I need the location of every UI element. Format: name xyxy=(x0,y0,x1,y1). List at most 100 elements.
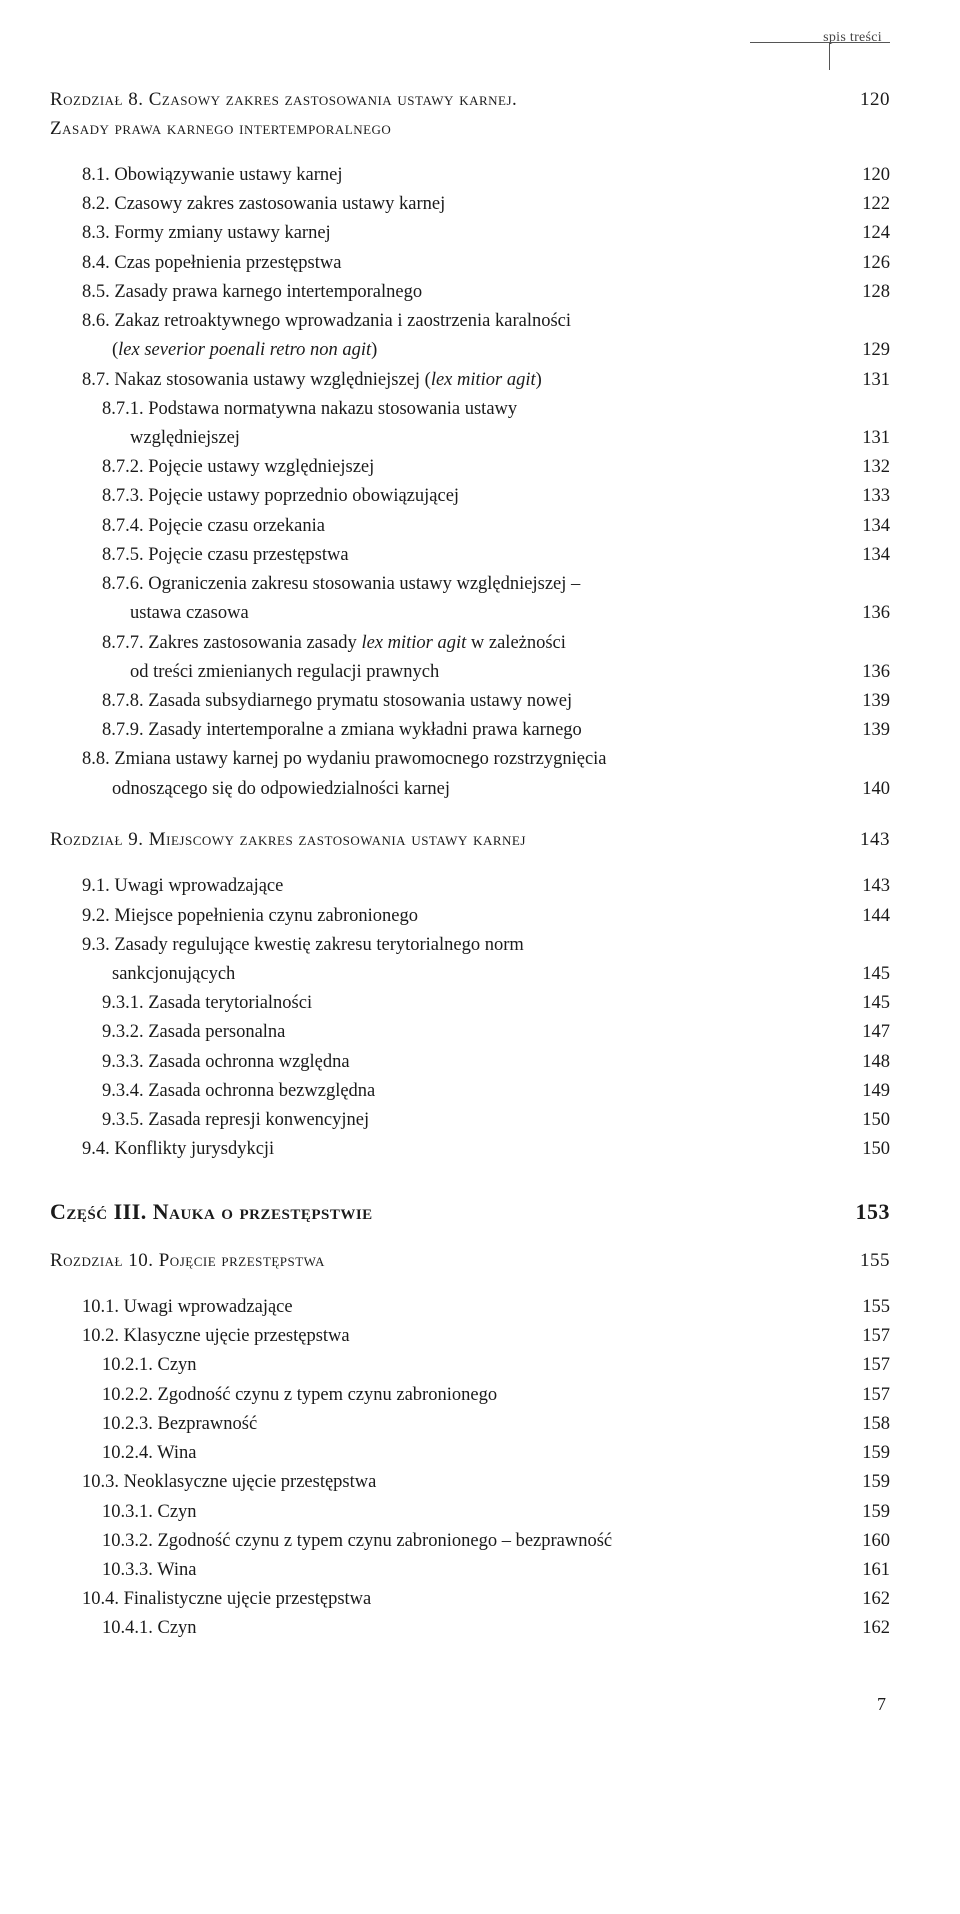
toc-page-number: 122 xyxy=(850,190,890,219)
running-head: spis treści xyxy=(50,30,890,46)
toc-page-number: 143 xyxy=(850,872,890,901)
toc-label: odnoszącego się do odpowiedzialności kar… xyxy=(50,775,850,804)
toc-row: 10.3. Neoklasyczne ujęcie przestępstwa15… xyxy=(50,1468,890,1497)
toc-page-number: 149 xyxy=(850,1077,890,1106)
toc-page-number: 147 xyxy=(850,1018,890,1047)
chapter-8-title-line1: Rozdział 8. Czasowy zakres zastosowania … xyxy=(50,89,517,110)
toc-row: 8.3. Formy zmiany ustawy karnej124 xyxy=(50,219,890,248)
toc-row: 10.2.3. Bezprawność158 xyxy=(50,1410,890,1439)
toc-row: 8.7.9. Zasady intertemporalne a zmiana w… xyxy=(50,716,890,745)
toc-label: 9.4. Konflikty jurysdykcji xyxy=(50,1135,850,1164)
toc-row: 9.3.3. Zasada ochronna względna148 xyxy=(50,1048,890,1077)
toc-row: 8.7.5. Pojęcie czasu przestępstwa134 xyxy=(50,541,890,570)
chapter-9-rows: 9.1. Uwagi wprowadzające1439.2. Miejsce … xyxy=(50,872,890,1164)
toc-label: 8.1. Obowiązywanie ustawy karnej xyxy=(50,161,850,190)
page-number: 7 xyxy=(50,1694,890,1715)
toc-row: sankcjonujących145 xyxy=(50,960,890,989)
toc-page-number: 144 xyxy=(850,902,890,931)
toc-row: 8.7.3. Pojęcie ustawy poprzednio obowiąz… xyxy=(50,482,890,511)
toc-page-number: 139 xyxy=(850,687,890,716)
chapter-10-title: Rozdział 10. Pojęcie przestępstwa 155 xyxy=(50,1247,890,1276)
chapter-8-title-line2: Zasady prawa karnego intertemporalnego xyxy=(50,118,391,139)
toc-label: 10.2. Klasyczne ujęcie przestępstwa xyxy=(50,1322,850,1351)
toc-page-number: 120 xyxy=(850,161,890,190)
toc-label: 10.3.3. Wina xyxy=(50,1556,850,1585)
chapter-10-rows: 10.1. Uwagi wprowadzające15510.2. Klasyc… xyxy=(50,1293,890,1644)
toc-label: 9.3. Zasady regulujące kwestię zakresu t… xyxy=(50,931,850,960)
toc-label: 8.3. Formy zmiany ustawy karnej xyxy=(50,219,850,248)
chapter-8-rows: 8.1. Obowiązywanie ustawy karnej1208.2. … xyxy=(50,161,890,804)
toc-page-number: 157 xyxy=(850,1322,890,1351)
toc-row: 10.1. Uwagi wprowadzające155 xyxy=(50,1293,890,1322)
toc-page-number: 162 xyxy=(850,1614,890,1643)
toc-page: spis treści Rozdział 8. Czasowy zakres z… xyxy=(0,0,960,1755)
toc-label: 10.3.2. Zgodność czynu z typem czynu zab… xyxy=(50,1527,850,1556)
toc-row: 10.2.1. Czyn157 xyxy=(50,1351,890,1380)
toc-page-number: 136 xyxy=(850,599,890,628)
toc-row: 10.4. Finalistyczne ujęcie przestępstwa1… xyxy=(50,1585,890,1614)
toc-page-number: 145 xyxy=(850,989,890,1018)
toc-row: 8.2. Czasowy zakres zastosowania ustawy … xyxy=(50,190,890,219)
toc-label: względniejszej xyxy=(50,424,850,453)
toc-row: 8.4. Czas popełnienia przestępstwa126 xyxy=(50,249,890,278)
toc-label: 8.7. Nakaz stosowania ustawy względniejs… xyxy=(50,366,850,395)
toc-page-number: 150 xyxy=(850,1106,890,1135)
toc-row: 9.3.5. Zasada represji konwencyjnej150 xyxy=(50,1106,890,1135)
toc-page-number: 131 xyxy=(850,366,890,395)
toc-row: 10.4.1. Czyn162 xyxy=(50,1614,890,1643)
toc-row: 10.3.1. Czyn159 xyxy=(50,1498,890,1527)
toc-label: 10.2.2. Zgodność czynu z typem czynu zab… xyxy=(50,1381,850,1410)
toc-label: 8.4. Czas popełnienia przestępstwa xyxy=(50,249,850,278)
toc-label: 8.7.6. Ograniczenia zakresu stosowania u… xyxy=(50,570,850,599)
toc-page-number: 133 xyxy=(850,482,890,511)
toc-label: 9.3.2. Zasada personalna xyxy=(50,1018,850,1047)
toc-row: 8.7. Nakaz stosowania ustawy względniejs… xyxy=(50,366,890,395)
chapter-9-page: 143 xyxy=(860,829,890,851)
toc-page-number: 150 xyxy=(850,1135,890,1164)
chapter-9-title-text: Rozdział 9. Miejscowy zakres zastosowani… xyxy=(50,826,860,855)
toc-label: 8.7.1. Podstawa normatywna nakazu stosow… xyxy=(50,395,850,424)
toc-label: 9.2. Miejsce popełnienia czynu zabronion… xyxy=(50,902,850,931)
toc-row: 8.6. Zakaz retroaktywnego wprowadzania i… xyxy=(50,307,890,336)
toc-page-number: 157 xyxy=(850,1351,890,1380)
toc-label: 8.8. Zmiana ustawy karnej po wydaniu pra… xyxy=(50,745,850,774)
toc-label: 8.7.3. Pojęcie ustawy poprzednio obowiąz… xyxy=(50,482,850,511)
toc-page-number: 132 xyxy=(850,453,890,482)
toc-label: 8.7.7. Zakres zastosowania zasady lex mi… xyxy=(50,629,850,658)
chapter-10-title-text: Rozdział 10. Pojęcie przestępstwa xyxy=(50,1247,860,1276)
toc-label: 10.2.3. Bezprawność xyxy=(50,1410,850,1439)
toc-row: 9.3.2. Zasada personalna147 xyxy=(50,1018,890,1047)
toc-row: 8.8. Zmiana ustawy karnej po wydaniu pra… xyxy=(50,745,890,774)
toc-row: 10.3.3. Wina161 xyxy=(50,1556,890,1585)
toc-page-number: 145 xyxy=(850,960,890,989)
toc-label: 8.7.5. Pojęcie czasu przestępstwa xyxy=(50,541,850,570)
toc-page-number: 131 xyxy=(850,424,890,453)
toc-page-number: 159 xyxy=(850,1439,890,1468)
toc-page-number: 134 xyxy=(850,541,890,570)
toc-page-number: 136 xyxy=(850,658,890,687)
toc-row: (lex severior poenali retro non agit)129 xyxy=(50,336,890,365)
toc-label: sankcjonujących xyxy=(50,960,850,989)
toc-label: 9.3.3. Zasada ochronna względna xyxy=(50,1048,850,1077)
toc-row: 10.3.2. Zgodność czynu z typem czynu zab… xyxy=(50,1527,890,1556)
toc-label: 9.3.4. Zasada ochronna bezwzględna xyxy=(50,1077,850,1106)
toc-row: 8.7.1. Podstawa normatywna nakazu stosow… xyxy=(50,395,890,424)
toc-page-number: 126 xyxy=(850,249,890,278)
part-3-title-text: Część III. Nauka o przestępstwie xyxy=(50,1199,373,1225)
toc-row: względniejszej131 xyxy=(50,424,890,453)
toc-label: 10.3.1. Czyn xyxy=(50,1498,850,1527)
toc-label: 10.2.1. Czyn xyxy=(50,1351,850,1380)
toc-page-number: 157 xyxy=(850,1381,890,1410)
head-rule xyxy=(50,50,890,76)
chapter-8-title: Rozdział 8. Czasowy zakres zastosowania … xyxy=(50,86,890,143)
toc-label: od treści zmienianych regulacji prawnych xyxy=(50,658,850,687)
part-3-page: 153 xyxy=(856,1199,891,1225)
toc-row: 10.2. Klasyczne ujęcie przestępstwa157 xyxy=(50,1322,890,1351)
toc-page-number: 129 xyxy=(850,336,890,365)
toc-label: 8.6. Zakaz retroaktywnego wprowadzania i… xyxy=(50,307,850,336)
toc-row: 8.5. Zasady prawa karnego intertemporaln… xyxy=(50,278,890,307)
toc-page-number: 162 xyxy=(850,1585,890,1614)
toc-row: 10.2.2. Zgodność czynu z typem czynu zab… xyxy=(50,1381,890,1410)
toc-page-number: 139 xyxy=(850,716,890,745)
toc-row: odnoszącego się do odpowiedzialności kar… xyxy=(50,775,890,804)
